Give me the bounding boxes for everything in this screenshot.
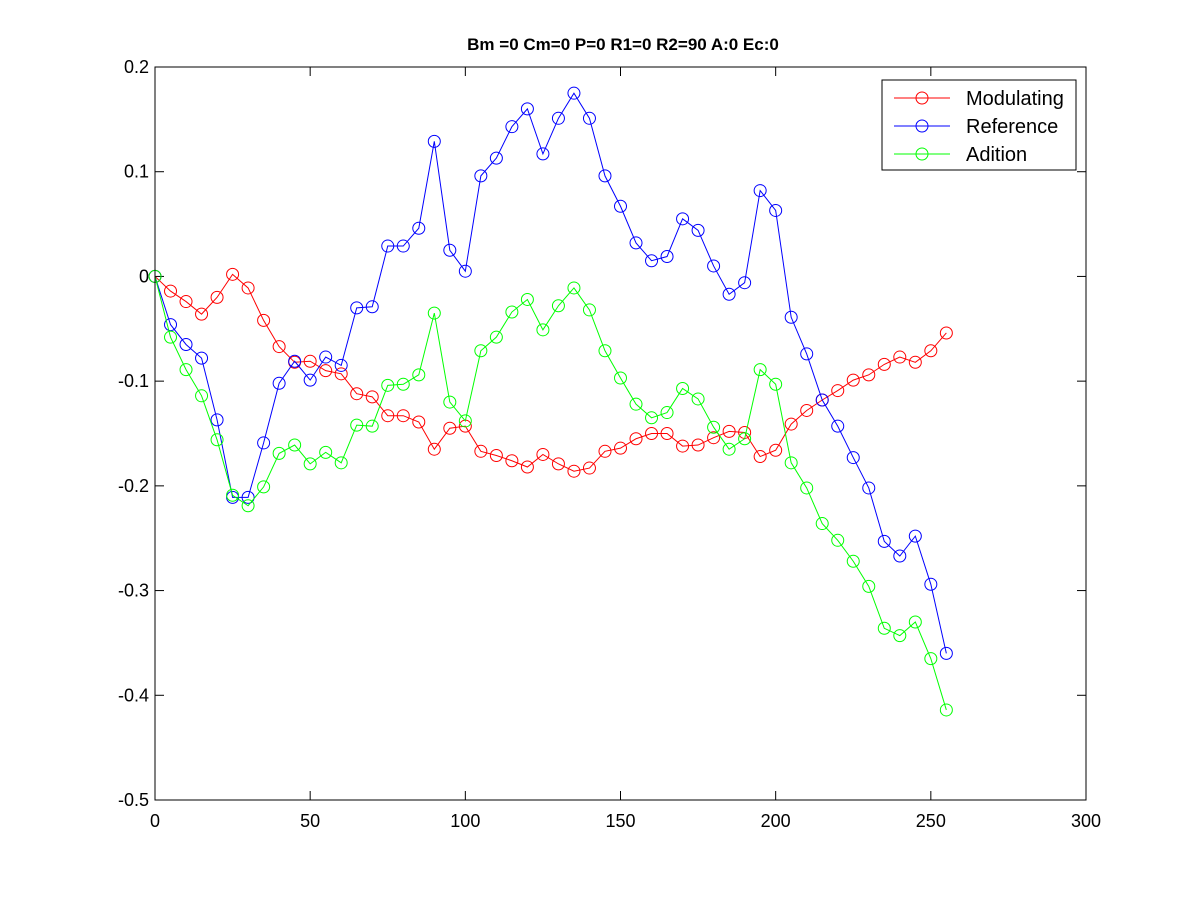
x-tick-label: 0 (150, 811, 160, 831)
plot-area (155, 67, 1086, 800)
y-tick-label: -0.4 (118, 685, 149, 705)
y-tick-label: -0.5 (118, 790, 149, 810)
legend-label: Reference (966, 116, 1058, 138)
y-tick-label: -0.1 (118, 371, 149, 391)
y-tick-label: 0.1 (124, 162, 149, 182)
chart-title: Bm =0 Cm=0 P=0 R1=0 R2=90 A:0 Ec:0 (467, 35, 779, 54)
x-tick-label: 200 (761, 811, 791, 831)
legend: Modulating Reference Adition (882, 80, 1076, 170)
x-tick-label: 250 (916, 811, 946, 831)
x-tick-label: 300 (1071, 811, 1101, 831)
legend-label: Modulating (966, 88, 1064, 110)
y-tick-label: -0.3 (118, 581, 149, 601)
y-tick-label: 0 (139, 266, 149, 286)
x-tick-label: 150 (605, 811, 635, 831)
legend-label: Adition (966, 144, 1027, 166)
y-tick-label: -0.2 (118, 476, 149, 496)
x-tick-label: 100 (450, 811, 480, 831)
y-tick-label: 0.2 (124, 57, 149, 77)
x-tick-label: 50 (300, 811, 320, 831)
